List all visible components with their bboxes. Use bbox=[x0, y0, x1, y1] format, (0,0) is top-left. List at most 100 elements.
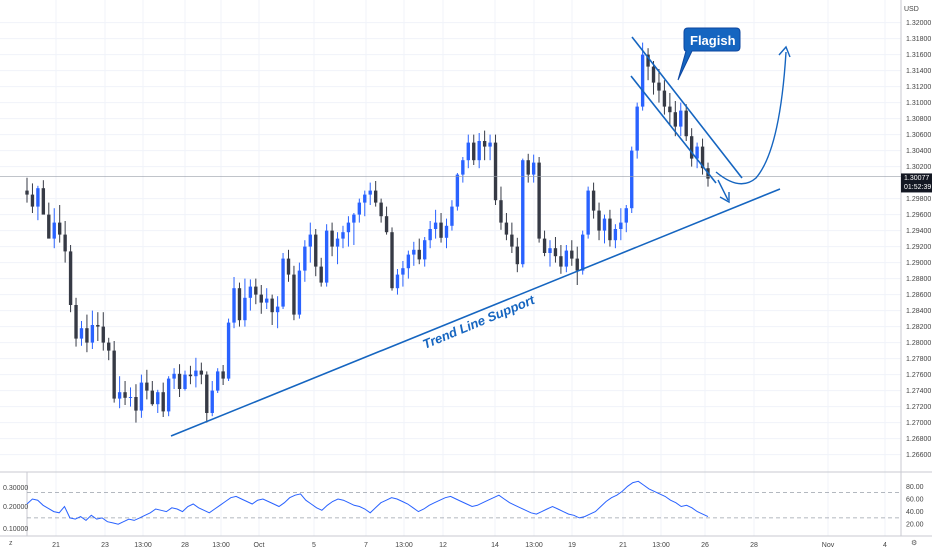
candle-body bbox=[542, 238, 547, 253]
candle-body bbox=[68, 251, 73, 305]
candle-body bbox=[314, 234, 318, 267]
price-tick-label: 1.30200 bbox=[906, 164, 931, 171]
time-tick-label: Oct bbox=[254, 542, 265, 549]
candle-body bbox=[537, 162, 541, 239]
candle-body bbox=[286, 258, 291, 275]
candle-body bbox=[330, 230, 334, 247]
current-price-tag: 1.30077 01:52:39 bbox=[901, 173, 932, 193]
settings-corner-icon[interactable]: z bbox=[9, 540, 13, 547]
flag-channel-upper[interactable] bbox=[631, 36, 743, 179]
candle-body bbox=[96, 325, 100, 327]
candle-body bbox=[657, 82, 661, 91]
time-tick-label: 21 bbox=[619, 542, 627, 549]
price-tick-label: 1.27000 bbox=[906, 420, 931, 427]
chart-grid bbox=[0, 0, 901, 536]
gear-icon[interactable]: ⚙ bbox=[911, 539, 917, 547]
price-tick-label: 1.30600 bbox=[906, 132, 931, 139]
time-tick-label: 21 bbox=[52, 542, 60, 549]
price-tick-label: 1.31800 bbox=[906, 36, 931, 43]
candle-body bbox=[112, 350, 116, 399]
time-tick-label: 4 bbox=[883, 542, 887, 549]
candle-body bbox=[79, 328, 84, 339]
candle-body bbox=[90, 325, 95, 343]
candle-body bbox=[624, 208, 628, 223]
candle-body bbox=[646, 54, 650, 67]
candle-body bbox=[461, 160, 465, 175]
candle-body bbox=[597, 210, 601, 231]
candle-body bbox=[275, 306, 280, 313]
time-tick-label: Nov bbox=[822, 542, 835, 549]
candle-body bbox=[36, 188, 40, 207]
candle-body bbox=[346, 222, 351, 233]
candle-body bbox=[243, 297, 247, 321]
flag-channel-lower[interactable] bbox=[630, 75, 717, 184]
time-axis: 21 23 13:00 28 13:00 Oct 5 7 13:00 12 14 13:00 19 21 1… bbox=[52, 542, 887, 549]
time-tick-label: 12 bbox=[439, 542, 447, 549]
time-tick-label: 26 bbox=[701, 542, 709, 549]
price-tick-label: 1.29600 bbox=[906, 212, 931, 219]
candle-body bbox=[177, 373, 182, 389]
projection-down-arrow-head bbox=[719, 192, 730, 204]
candle-body bbox=[668, 106, 672, 113]
candle-body bbox=[630, 150, 634, 209]
price-tick-label: 1.28000 bbox=[906, 340, 931, 347]
projection-down-arrow bbox=[717, 179, 729, 201]
price-tick-label: 1.28600 bbox=[906, 292, 931, 299]
time-tick-label: 28 bbox=[750, 542, 758, 549]
candle-body bbox=[591, 190, 596, 211]
candle-body bbox=[292, 274, 296, 315]
time-tick-label: 13:00 bbox=[212, 542, 230, 549]
price-tick-label: 1.31600 bbox=[906, 52, 931, 59]
price-tick-label: 1.29800 bbox=[906, 196, 931, 203]
candle-body bbox=[205, 374, 209, 413]
candle-body bbox=[232, 288, 236, 323]
candle-body bbox=[581, 234, 585, 271]
candle-body bbox=[651, 66, 656, 83]
candle-body bbox=[183, 374, 187, 389]
osc-left-tick-label: 0.30000 bbox=[3, 485, 28, 492]
candle-body bbox=[635, 106, 639, 151]
candle-body bbox=[531, 162, 536, 175]
price-tick-label: 1.30800 bbox=[906, 116, 931, 123]
price-tick-label: 1.30400 bbox=[906, 148, 931, 155]
flag-callout-label: Flagish bbox=[690, 33, 736, 48]
candle-body bbox=[526, 160, 530, 175]
osc-right-tick-label: 40.00 bbox=[906, 509, 924, 516]
candle-body bbox=[373, 190, 378, 203]
candle-body bbox=[472, 142, 476, 161]
candle-body bbox=[150, 390, 154, 405]
price-tick-label: 1.27400 bbox=[906, 388, 931, 395]
price-tick-label: 1.27600 bbox=[906, 372, 931, 379]
price-tick-label: 1.31400 bbox=[906, 68, 931, 75]
candle-body bbox=[166, 378, 171, 412]
price-tick-label: 1.26800 bbox=[906, 436, 931, 443]
candle-body bbox=[679, 110, 683, 127]
oscillator-line bbox=[26, 480, 709, 525]
candle-body bbox=[412, 249, 416, 255]
candle-body bbox=[265, 298, 269, 303]
price-axis-currency: USD bbox=[904, 6, 919, 13]
candle-body bbox=[439, 222, 443, 238]
trend-line-support[interactable] bbox=[170, 188, 781, 437]
price-tick-label: 1.29000 bbox=[906, 260, 931, 267]
candle-body bbox=[254, 286, 258, 295]
price-tick-label: 1.27800 bbox=[906, 356, 931, 363]
candle-body bbox=[145, 382, 149, 391]
time-tick-label: 23 bbox=[101, 542, 109, 549]
price-tick-label: 1.28200 bbox=[906, 324, 931, 331]
candle-body bbox=[384, 216, 389, 233]
candle-body bbox=[117, 392, 122, 399]
candle-body bbox=[281, 258, 285, 307]
candle-body bbox=[107, 342, 111, 351]
price-axis: 1.32000 1.31800 1.31600 1.31400 1.31200 1.310… bbox=[906, 20, 931, 459]
candle-body bbox=[335, 238, 340, 247]
candle-body bbox=[548, 248, 552, 253]
candle-body bbox=[47, 214, 51, 239]
time-tick-label: 5 bbox=[312, 542, 316, 549]
flag-callout[interactable] bbox=[677, 27, 741, 81]
candle-body bbox=[390, 232, 394, 289]
projection-curve[interactable] bbox=[715, 51, 787, 185]
price-tick-label: 1.32000 bbox=[906, 20, 931, 27]
candle-body bbox=[123, 392, 127, 398]
candle-body bbox=[673, 112, 678, 127]
